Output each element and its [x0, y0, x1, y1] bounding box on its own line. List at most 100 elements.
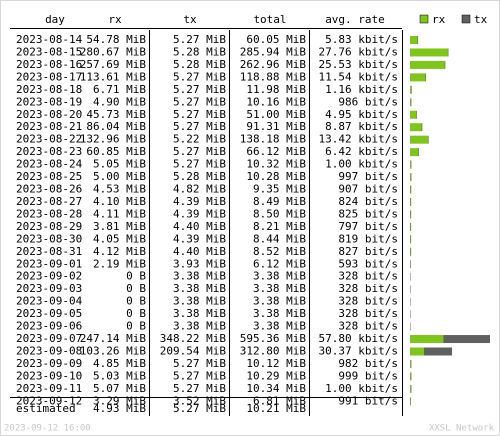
rx-bar	[410, 359, 411, 368]
tx: 4.39 MiB	[173, 195, 226, 208]
day: 2023-08-15	[16, 45, 82, 58]
total: 10.16 MiB	[246, 95, 306, 108]
tx: 5.27 MiB	[173, 357, 226, 370]
rx: 0 B	[126, 282, 146, 295]
day: 2023-08-16	[16, 58, 82, 71]
tx: 5.27 MiB	[173, 382, 226, 395]
tx: 5.27 MiB	[173, 95, 226, 108]
avg-rate: 819 bit/s	[338, 232, 398, 245]
tx-bar	[410, 247, 412, 256]
avg-rate: 328 bit/s	[338, 307, 398, 320]
total: 6.81 MiB	[253, 394, 306, 407]
day: 2023-08-30	[16, 232, 82, 245]
tx-bar	[427, 135, 429, 144]
rx-bar	[410, 60, 445, 69]
rx: 3.81 MiB	[93, 220, 146, 233]
rx: 132.96 MiB	[80, 133, 147, 146]
rx: 4.10 MiB	[93, 195, 146, 208]
tx: 5.27 MiB	[173, 33, 226, 46]
tx-bar	[423, 347, 453, 356]
tx: 5.27 MiB	[173, 158, 226, 171]
total: 91.31 MiB	[246, 120, 306, 133]
day: 2023-08-29	[16, 220, 82, 233]
tx-bar	[417, 36, 419, 44]
rx: 257.69 MiB	[80, 58, 147, 71]
rx: 4.85 MiB	[93, 357, 146, 370]
total: 60.05 MiB	[246, 33, 306, 46]
tx: 5.27 MiB	[173, 120, 226, 133]
tx: 3.93 MiB	[173, 257, 226, 270]
tx: 3.38 MiB	[173, 282, 226, 295]
rx: 6.71 MiB	[93, 83, 146, 96]
total: 8.49 MiB	[253, 195, 306, 208]
tx: 348.22 MiB	[160, 332, 227, 345]
rx-bar	[410, 197, 411, 206]
tx-bar	[421, 123, 423, 132]
avg-rate: 328 bit/s	[338, 295, 398, 308]
tx: 5.27 MiB	[173, 369, 226, 382]
avg-rate: 825 bit/s	[338, 207, 398, 220]
tx: 5.28 MiB	[173, 58, 226, 71]
total: 3.38 MiB	[253, 282, 306, 295]
avg-rate: 999 bit/s	[338, 369, 398, 382]
rx-bar	[410, 135, 428, 144]
rx-bar	[410, 48, 448, 57]
rx-bar	[410, 222, 411, 231]
total: 6.12 MiB	[253, 257, 306, 270]
total: 10.28 MiB	[246, 170, 306, 183]
avg-rate: 4.95 kbit/s	[325, 108, 398, 121]
total: 11.98 MiB	[246, 83, 306, 96]
rx: 54.78 MiB	[86, 33, 146, 46]
tx: 209.54 MiB	[160, 345, 227, 358]
legend-swatch-tx	[461, 14, 471, 24]
tx: 3.52 MiB	[173, 394, 226, 407]
rx-bar	[410, 347, 424, 356]
day: 2023-08-24	[16, 158, 83, 171]
tx-bar	[410, 85, 412, 94]
tx-bar	[410, 260, 411, 269]
day: 2023-08-27	[16, 195, 82, 208]
day: 2023-08-22	[16, 133, 82, 146]
column-header: day	[45, 13, 65, 26]
tx-bar	[444, 60, 446, 69]
rx-bar	[410, 148, 419, 157]
avg-rate: 593 bit/s	[338, 257, 398, 270]
total: 118.88 MiB	[240, 70, 307, 83]
avg-rate: 25.53 kbit/s	[319, 58, 398, 71]
total: 3.38 MiB	[253, 295, 306, 308]
day: 2023-09-02	[16, 270, 82, 283]
tx-bar	[410, 235, 412, 244]
column-header: avg. rate	[325, 13, 385, 26]
rx: 4.53 MiB	[93, 183, 146, 196]
rx: 45.73 MiB	[86, 108, 146, 121]
tx-bar	[410, 384, 412, 393]
tx: 5.27 MiB	[173, 83, 226, 96]
rx-bar	[410, 173, 411, 182]
rx-bar	[410, 235, 411, 244]
rx: 0 B	[126, 320, 146, 333]
rx: 4.05 MiB	[93, 232, 146, 245]
avg-rate: 982 bit/s	[338, 357, 398, 370]
avg-rate: 57.80 kbit/s	[319, 332, 398, 345]
tx-bar	[410, 185, 412, 194]
tx-bar	[410, 372, 412, 381]
column-header: rx	[108, 13, 122, 26]
rx: 60.85 MiB	[86, 145, 146, 158]
day: 2023-08-14	[16, 33, 83, 46]
avg-rate: 827 bit/s	[338, 245, 398, 258]
tx: 5.28 MiB	[173, 45, 226, 58]
avg-rate: 1.00 kbit/s	[325, 158, 398, 171]
footer-host: XXSL Network	[429, 424, 495, 434]
tx: 5.27 MiB	[173, 70, 226, 83]
total: 8.44 MiB	[253, 232, 306, 245]
tx: 4.82 MiB	[173, 183, 226, 196]
rx-bar	[410, 210, 411, 219]
footer-date: 2023-09-12 16:00	[4, 424, 91, 434]
rx-bar	[410, 335, 444, 344]
rx: 247.14 MiB	[80, 332, 147, 345]
total: 262.96 MiB	[240, 58, 307, 71]
avg-rate: 27.76 kbit/s	[319, 45, 398, 58]
avg-rate: 30.37 kbit/s	[319, 345, 398, 358]
